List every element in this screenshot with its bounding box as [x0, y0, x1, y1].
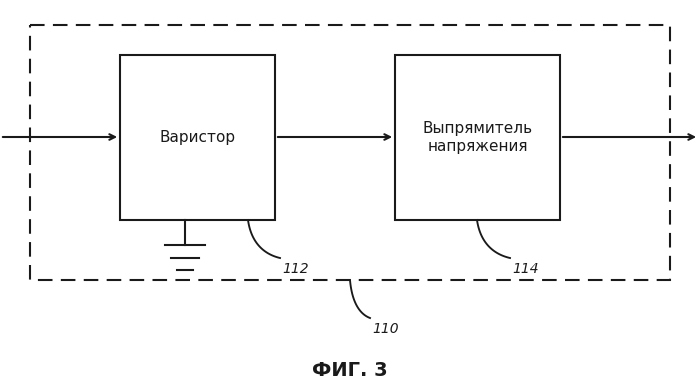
Text: Варистор: Варистор — [159, 130, 236, 145]
Text: 114: 114 — [512, 262, 539, 276]
Text: ФИГ. 3: ФИГ. 3 — [312, 361, 388, 379]
Text: Выпрямитель
напряжения: Выпрямитель напряжения — [422, 121, 533, 154]
Bar — [395, 55, 560, 220]
Bar — [30, 25, 670, 280]
Text: 112: 112 — [282, 262, 309, 276]
Text: 110: 110 — [372, 322, 398, 336]
Bar — [120, 55, 275, 220]
